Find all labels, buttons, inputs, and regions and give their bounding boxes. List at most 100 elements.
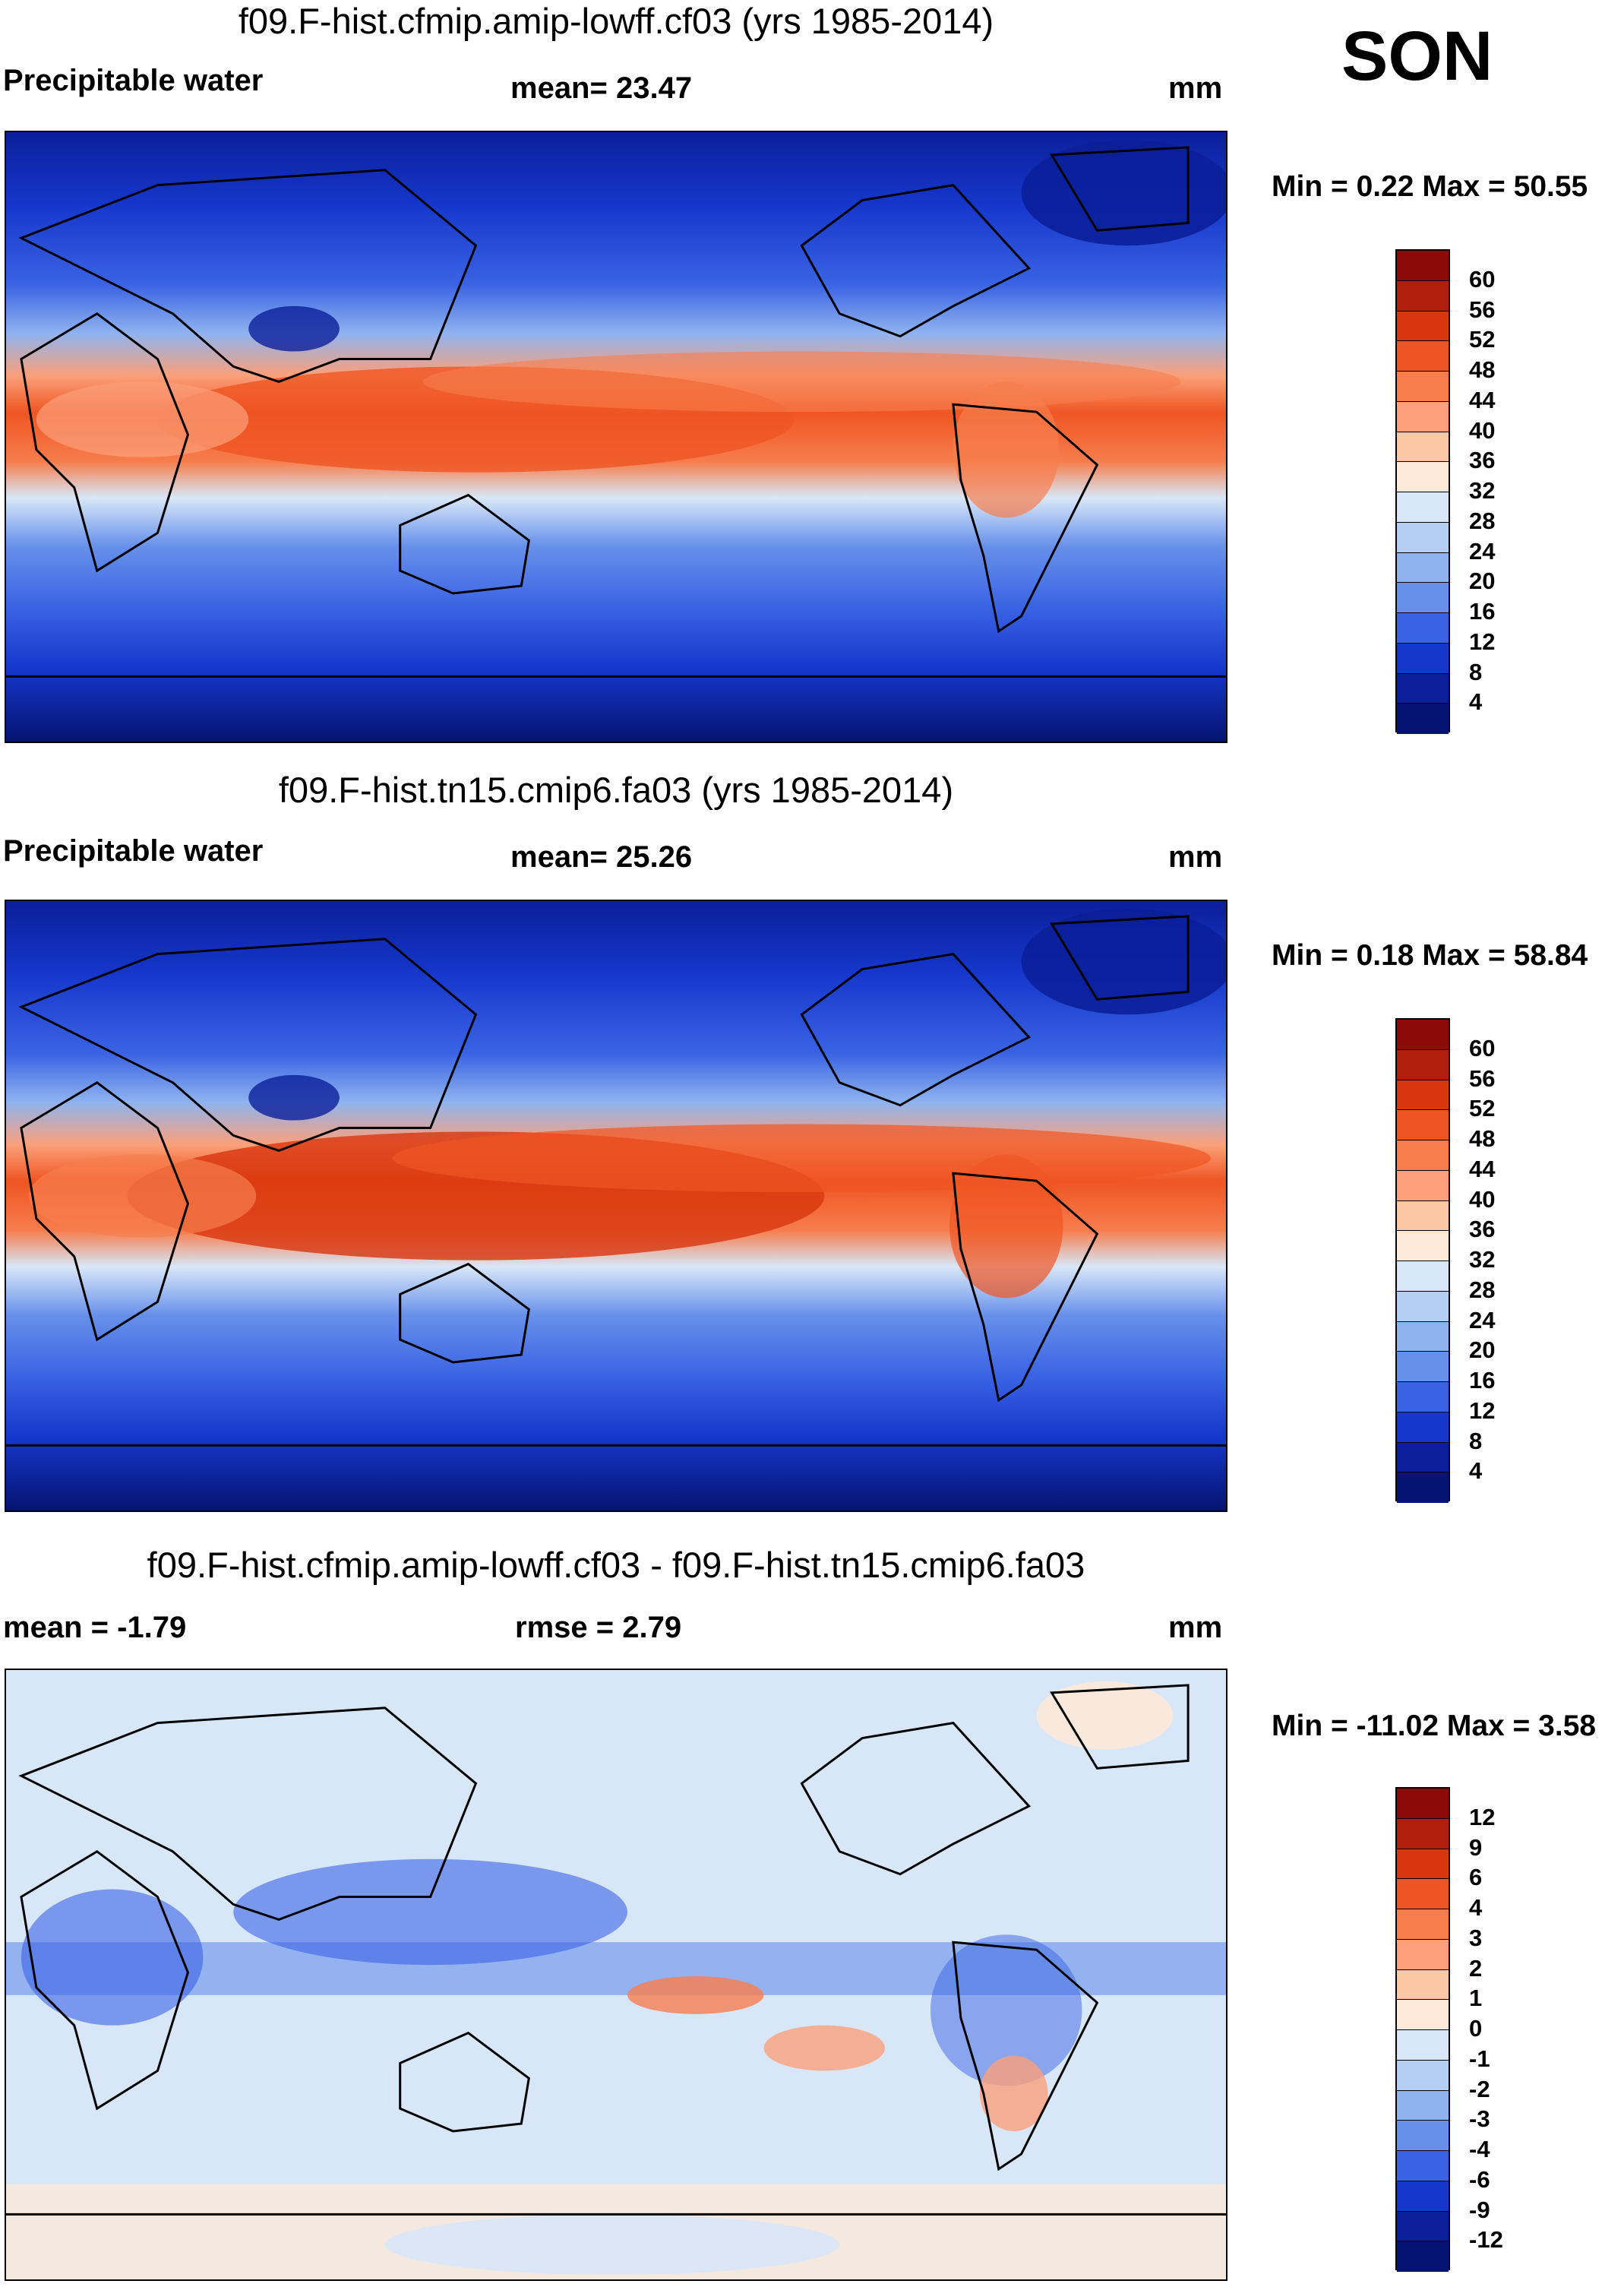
panel2-colorbar-tick-label: 44	[1469, 1155, 1496, 1182]
panel3-map	[5, 1669, 1227, 2281]
panel1-colorbar-tick-label: 60	[1469, 265, 1496, 293]
panel3-colorbar-tick-label: 0	[1469, 2015, 1483, 2042]
panel2-colorbar-swatch	[1397, 1049, 1449, 1080]
panel2-colorbar-swatch	[1397, 1231, 1449, 1261]
panel2-colorbar-swatch	[1397, 1412, 1449, 1443]
panel3-coastlines	[6, 1684, 1226, 2216]
panel3-colorbar-tick-label: 9	[1469, 1833, 1483, 1861]
panel1-colorbar-swatch	[1397, 704, 1449, 734]
panel2-colorbar-tick-label: 24	[1469, 1306, 1496, 1333]
panel1-coastlines	[6, 146, 1226, 678]
panel2-colorbar-tick-label: 32	[1469, 1246, 1496, 1273]
panel2-colorbar-tick-label: 48	[1469, 1125, 1496, 1152]
panel3-colorbar-tick-label: -9	[1469, 2196, 1490, 2223]
panel1-colorbar-swatch	[1397, 643, 1449, 674]
panel2-colorbar-swatch	[1397, 1321, 1449, 1352]
panel2-colorbar	[1395, 1018, 1450, 1503]
panel1-colorbar-tick-label: 4	[1469, 688, 1483, 716]
panel2-colorbar-swatch	[1397, 1472, 1449, 1503]
season-label: SON	[1341, 17, 1493, 95]
panel3-colorbar-tick-label: -2	[1469, 2075, 1490, 2102]
panel3-colorbar-swatch	[1397, 1939, 1449, 1970]
panel3-colorbar-swatch	[1397, 1969, 1449, 2001]
panel2-colorbar-tick-label: 8	[1469, 1427, 1483, 1454]
panel2-colorbar-tick-label: 56	[1469, 1064, 1496, 1092]
panel1-colorbar-swatch	[1397, 552, 1449, 584]
panel2-colorbar-swatch	[1397, 1442, 1449, 1473]
panel2-mean: mean= 25.26	[510, 840, 693, 874]
panel3-title: f09.F-hist.cfmip.amip-lowff.cf03 - f09.F…	[147, 1545, 1085, 1585]
panel1-colorbar-swatch	[1397, 522, 1449, 553]
panel1-colorbar-swatch	[1397, 280, 1449, 312]
panel3-colorbar-swatch	[1397, 2151, 1449, 2181]
panel1-colorbar-swatch	[1397, 251, 1449, 281]
panel3-units: mm	[1168, 1611, 1223, 1644]
panel2-colorbar-tick-label: 40	[1469, 1185, 1496, 1213]
panel1-colorbar-tick-label: 8	[1469, 658, 1483, 685]
panel1-variable: Precipitable water	[3, 64, 264, 97]
panel1-title: f09.F-hist.cfmip.amip-lowff.cf03 (yrs 19…	[238, 1, 994, 41]
panel1-colorbar-swatch	[1397, 432, 1449, 463]
panel1-colorbar-swatch	[1397, 401, 1449, 432]
panel2-colorbar-swatch	[1397, 1140, 1449, 1171]
panel3-minmax: Min = -11.02 Max = 3.58	[1272, 1710, 1597, 1742]
panel1-colorbar-swatch	[1397, 372, 1449, 402]
panel2-colorbar-swatch	[1397, 1352, 1449, 1382]
panel1-colorbar-swatch	[1397, 492, 1449, 523]
panel3-colorbar-swatch	[1397, 2060, 1449, 2091]
panel3-colorbar-tick-label: -1	[1469, 2045, 1490, 2072]
panel2-colorbar-swatch	[1397, 1080, 1449, 1111]
panel1-minmax: Min = 0.22 Max = 50.55	[1272, 170, 1588, 203]
panel3-colorbar-tick-label: 2	[1469, 1954, 1483, 1982]
panel1-colorbar-swatch	[1397, 341, 1449, 372]
panel1-colorbar-swatch	[1397, 673, 1449, 704]
panel2-colorbar-swatch	[1397, 1291, 1449, 1322]
panel2-colorbar-swatch	[1397, 1200, 1449, 1232]
panel1-colorbar-tick-label: 40	[1469, 416, 1496, 444]
panel1-colorbar-tick-label: 28	[1469, 507, 1496, 534]
panel2-colorbar-tick-label: 12	[1469, 1397, 1496, 1424]
panel2-map	[5, 900, 1227, 1512]
panel2-colorbar-swatch	[1397, 1170, 1449, 1201]
panel3-colorbar-swatch	[1397, 1789, 1449, 1819]
panel3-colorbar-swatch	[1397, 2000, 1449, 2030]
panel1-colorbar-swatch	[1397, 613, 1449, 644]
panel2-colorbar-tick-label: 52	[1469, 1095, 1496, 1122]
panel2-colorbar-swatch	[1397, 1382, 1449, 1412]
panel2-colorbar-swatch	[1397, 1020, 1449, 1050]
panel2-title: f09.F-hist.tn15.cmip6.fa03 (yrs 1985-201…	[278, 770, 954, 810]
panel1-colorbar-tick-label: 12	[1469, 628, 1496, 655]
panel1-colorbar-swatch	[1397, 462, 1449, 492]
panel2-colorbar-swatch	[1397, 1261, 1449, 1292]
panel2-features	[28, 908, 1226, 1298]
panel1-mean: mean= 23.47	[510, 71, 693, 105]
panel1-colorbar-tick-label: 36	[1469, 447, 1496, 474]
panel3-colorbar-swatch	[1397, 1879, 1449, 1909]
panel2-colorbar-tick-label: 28	[1469, 1276, 1496, 1303]
panel2-colorbar-tick-label: 60	[1469, 1034, 1496, 1061]
panel2-colorbar-swatch	[1397, 1110, 1449, 1140]
panel2-coastlines	[6, 915, 1226, 1447]
panel3-colorbar-tick-label: -4	[1469, 2136, 1490, 2162]
panel1-colorbar-tick-label: 56	[1469, 296, 1496, 323]
panel3-rmse: rmse = 2.79	[515, 1611, 682, 1644]
panel3-features	[6, 1681, 1226, 2279]
panel1-units: mm	[1168, 71, 1223, 105]
panel1-colorbar-swatch	[1397, 311, 1449, 342]
panel3-colorbar-tick-label: 12	[1469, 1803, 1496, 1830]
panel1-colorbar-swatch	[1397, 583, 1449, 613]
panel3-colorbar-tick-label: -12	[1469, 2226, 1503, 2254]
panel3-mean: mean = -1.79	[3, 1611, 187, 1644]
panel2-colorbar-tick-label: 4	[1469, 1457, 1483, 1485]
panel3-colorbar-swatch	[1397, 1909, 1449, 1940]
panel2-variable: Precipitable water	[3, 834, 264, 868]
panel1-colorbar-tick-label: 20	[1469, 568, 1496, 595]
panel3-colorbar-swatch	[1397, 2030, 1449, 2061]
panel3-colorbar-swatch	[1397, 2211, 1449, 2242]
panel2-units: mm	[1168, 840, 1223, 874]
panel3-colorbar-tick-label: 4	[1469, 1894, 1483, 1921]
panel2-colorbar-tick-label: 36	[1469, 1216, 1496, 1243]
panel3-colorbar-swatch	[1397, 2121, 1449, 2151]
panel1-features	[36, 139, 1226, 518]
panel1-colorbar-tick-label: 52	[1469, 326, 1496, 353]
